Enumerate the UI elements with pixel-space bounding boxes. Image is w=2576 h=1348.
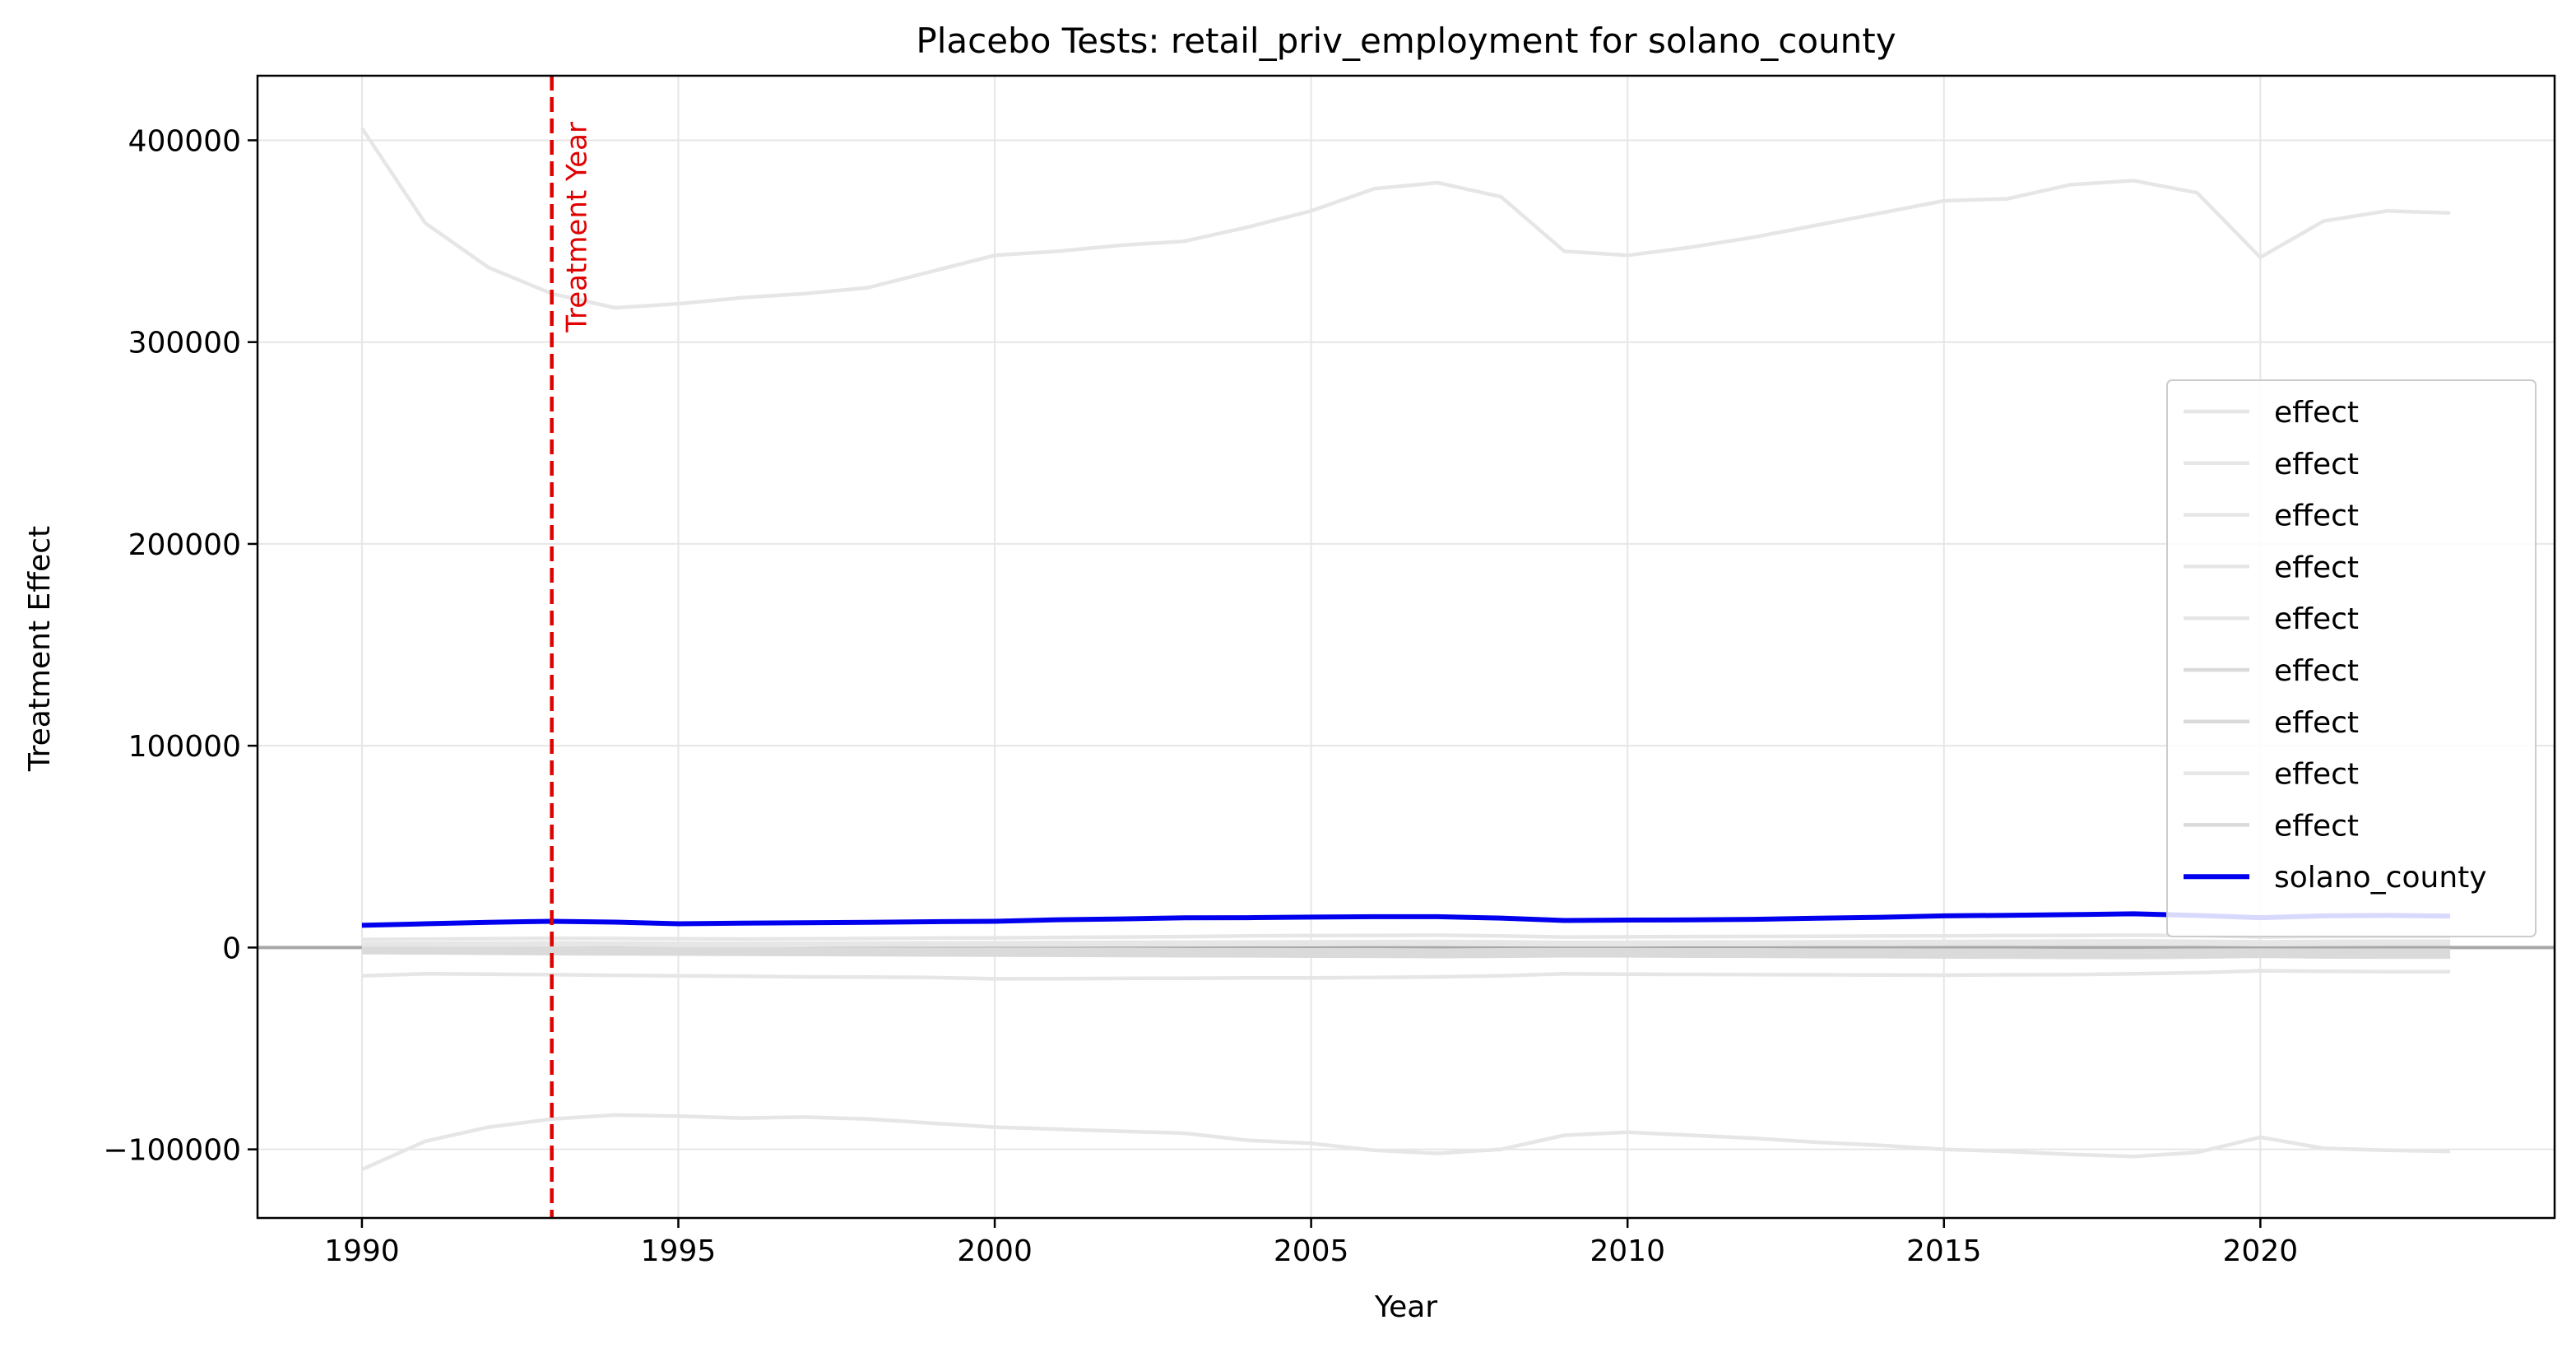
- legend-label: effect: [2274, 602, 2359, 636]
- legend: effect effect effect effect effect effect effe…: [2166, 379, 2537, 937]
- y-tick-label: 0: [222, 932, 241, 965]
- series-line-effect: [360, 1113, 2451, 1172]
- legend-label: effect: [2274, 706, 2359, 740]
- x-tick-label: 2010: [1590, 1234, 1665, 1268]
- x-tick-label: 2020: [2223, 1234, 2299, 1268]
- x-axis-ticks: 1990 1995 2000 2005 2010 2015 2020: [324, 1218, 2298, 1268]
- y-axis-ticks: −100000 0 100000 200000 300000 400000: [103, 124, 258, 1168]
- legend-label: effect: [2274, 758, 2359, 792]
- series-line-effect: [361, 939, 2451, 946]
- treatment-year-label: Treatment Year: [561, 122, 594, 333]
- series-lines: [360, 127, 2451, 1172]
- legend-box: [2166, 379, 2537, 937]
- chart-title: Placebo Tests: retail_priv_employment fo…: [916, 21, 1896, 61]
- legend-label: effect: [2274, 396, 2359, 430]
- series-line-effect: [360, 127, 2451, 310]
- series-line-effect: [361, 951, 2451, 960]
- series-line-effect: [361, 969, 2451, 981]
- x-tick-label: 2005: [1274, 1234, 1349, 1268]
- plot-frame: [256, 74, 2556, 1220]
- x-tick-label: 2000: [957, 1234, 1033, 1268]
- series-line-solano-county: [361, 911, 2451, 928]
- y-tick-label: −100000: [103, 1134, 241, 1168]
- legend-label: effect: [2274, 500, 2359, 533]
- series-line-effect: [361, 941, 2451, 948]
- x-axis-title: Year: [1374, 1290, 1437, 1324]
- treatment-year-marker: Treatment Year: [550, 76, 594, 1218]
- y-tick-label: 100000: [128, 730, 241, 764]
- legend-label: effect: [2274, 809, 2359, 843]
- legend-label: effect: [2274, 551, 2359, 584]
- y-tick-label: 300000: [128, 327, 241, 360]
- x-tick-label: 2015: [1906, 1234, 1982, 1268]
- x-tick-label: 1995: [641, 1234, 717, 1268]
- legend-label: effect: [2274, 448, 2359, 481]
- x-tick-label: 1990: [324, 1234, 400, 1268]
- y-axis-title: Treatment Effect: [23, 526, 57, 772]
- series-line-effect: [361, 933, 2451, 941]
- legend-label: effect: [2274, 654, 2359, 688]
- legend-label: solano_county: [2274, 861, 2487, 895]
- y-tick-label: 200000: [128, 528, 241, 562]
- series-line-effect: [361, 946, 2451, 953]
- y-tick-label: 400000: [128, 124, 241, 158]
